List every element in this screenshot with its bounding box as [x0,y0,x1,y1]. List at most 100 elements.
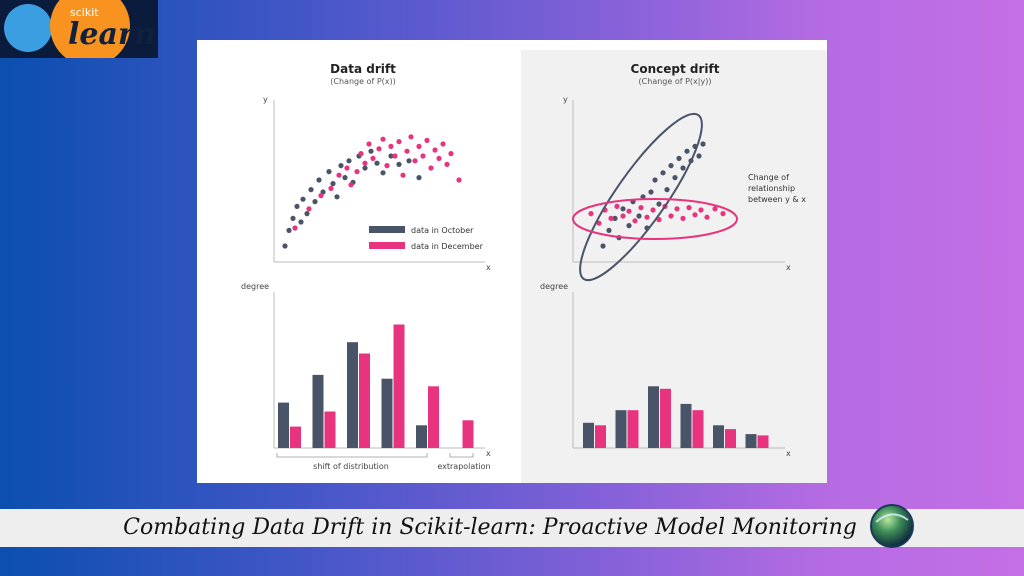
december-bar-1 [627,410,639,448]
october-point-18 [680,165,686,171]
december-point-30 [448,151,454,157]
october-point-16 [346,158,352,164]
october-bar-3 [680,403,692,448]
caption-title: Combating Data Drift in Scikit-learn: Pr… [123,515,857,540]
december-bar-3 [692,410,704,448]
concept-drift-bar-x-label: x [786,449,791,458]
october-bar-2 [347,342,358,448]
december-point-0 [588,211,594,217]
legend-swatch-october [369,226,405,233]
december-bar-2 [359,353,370,448]
october-point-5 [300,196,306,202]
december-point-13 [380,136,386,142]
october-point-0 [600,243,606,249]
october-point-13 [660,170,666,176]
logo-main-text: learn [68,17,156,52]
december-point-10 [650,207,656,213]
october-point-1 [286,227,292,233]
december-point-3 [328,185,334,191]
october-point-9 [316,177,322,183]
october-bar-4 [713,425,724,448]
december-point-19 [704,214,710,220]
october-bar-0 [278,402,289,448]
december-bar-5 [757,435,769,448]
drift-diagram-panel: Data drift (Change of P(x)) Concept drif… [197,40,827,483]
december-point-16 [392,153,398,159]
october-point-21 [374,160,380,166]
concept-drift-scatter-points [588,141,726,249]
data-drift-legend: data in October data in December [369,226,484,251]
december-point-9 [362,160,368,166]
december-bar-3 [393,324,405,448]
december-point-31 [456,177,462,183]
october-point-11 [326,169,332,175]
october-point-16 [672,175,678,181]
scikit-learn-logo-mark: scikit learn [0,0,158,58]
drift-diagram: Data drift (Change of P(x)) Concept drif… [241,62,806,471]
december-point-7 [354,169,360,175]
december-point-7 [632,218,638,224]
december-point-1 [306,206,312,212]
october-point-17 [676,155,682,161]
december-point-20 [712,206,718,212]
december-point-3 [608,215,614,221]
december-point-4 [614,203,620,209]
concept-drift-scatter-x-label: x [786,263,791,272]
october-point-14 [664,187,670,193]
data-drift-subtitle: (Change of P(x)) [330,77,395,86]
december-point-21 [720,211,726,217]
october-point-20 [368,148,374,154]
data-drift-title: Data drift [330,62,396,76]
october-point-15 [342,175,348,181]
concept-drift-bar-y-label: degree [540,282,568,291]
december-bar-0 [595,425,606,448]
december-point-17 [692,212,698,218]
december-point-5 [344,165,350,171]
december-point-28 [440,141,446,147]
december-point-6 [348,182,354,188]
october-bar-4 [416,425,427,448]
october-point-2 [290,215,296,221]
december-point-12 [376,146,382,152]
october-cluster-ellipse [579,112,703,282]
december-cluster-ellipse [572,198,738,240]
concept-drift-bars [583,386,769,448]
december-point-17 [396,139,402,145]
concept-drift-title: Concept drift [631,62,720,76]
december-point-13 [668,213,674,219]
december-point-26 [432,147,438,153]
december-point-10 [366,141,372,147]
concept-drift-scatter-y-label: y [563,95,568,104]
october-point-23 [388,153,394,159]
concept-annotation-line-3: between y & x [748,195,806,204]
december-point-21 [412,158,418,164]
logo-top-text: scikit [70,6,99,19]
october-point-8 [312,199,318,205]
october-point-7 [308,187,314,193]
december-point-24 [424,137,430,143]
october-point-23 [700,141,706,147]
december-point-14 [674,206,680,212]
october-point-5 [626,223,632,229]
october-point-0 [282,243,288,249]
concept-drift-scatter-axes [572,100,785,263]
data-drift-scatter-axes [273,100,485,263]
data-drift-bar-x-label: x [486,449,491,458]
december-point-18 [698,207,704,213]
december-bar-0 [290,426,301,448]
data-drift-scatter-y-label: y [263,95,268,104]
october-point-13 [334,194,340,200]
october-point-3 [294,203,300,209]
december-point-18 [400,172,406,178]
december-point-23 [420,153,426,159]
december-point-0 [292,225,298,231]
october-bar-5 [745,434,757,448]
december-point-29 [444,161,450,167]
data-drift-scatter-points [282,134,462,249]
october-point-2 [612,215,618,221]
december-point-6 [626,208,632,214]
caption-bar [0,509,1024,547]
december-point-1 [596,220,602,226]
december-point-16 [686,205,692,211]
extrapolation-bracket [449,453,474,458]
